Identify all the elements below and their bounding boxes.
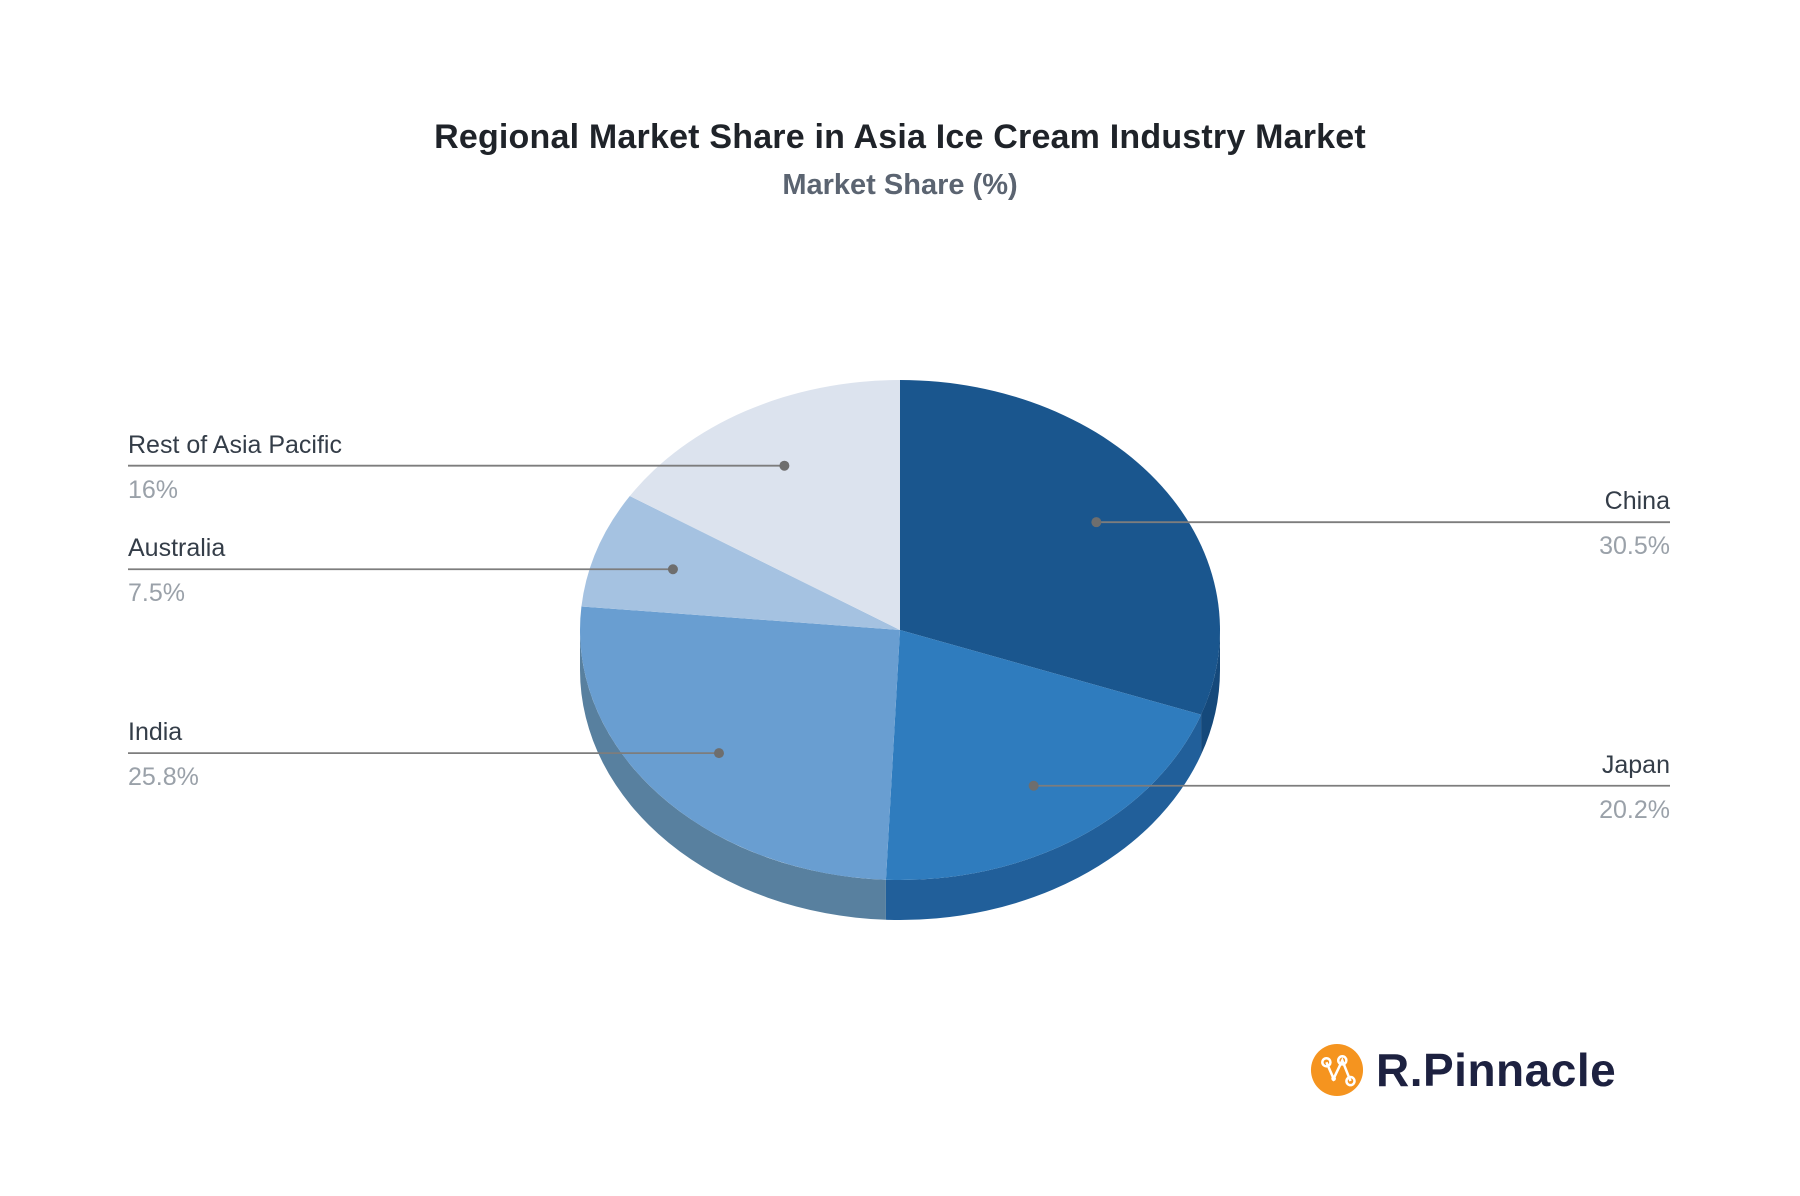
pie-slice-side-china [1201, 630, 1220, 755]
chart-title: Regional Market Share in Asia Ice Cream … [434, 118, 1366, 156]
brand-logo: R.Pinnacle [1310, 1041, 1616, 1099]
slice-value-rest-of-asia-pacific: 16% [128, 475, 179, 504]
slice-value-india: 25.8% [128, 763, 199, 792]
pie-slice-australia[interactable] [581, 496, 900, 630]
brand-logo-text: R.Pinnacle [1376, 1044, 1617, 1096]
pie-slice-side-india [580, 630, 886, 920]
slice-value-australia: 7.5% [128, 579, 185, 608]
leader-dot-australia [667, 564, 678, 575]
slice-value-japan: 20.2% [1599, 795, 1670, 824]
leader-dot-china [1091, 517, 1102, 528]
leader-dot-rest-of-asia-pacific [779, 460, 790, 471]
network-nodes-icon [1310, 1043, 1364, 1097]
pie-slice-rest-of-asia-pacific[interactable] [629, 380, 900, 630]
slice-value-china: 30.5% [1599, 532, 1670, 561]
chart-subtitle: Market Share (%) [782, 169, 1018, 201]
leader-dot-japan [1028, 780, 1039, 791]
slice-label-australia: Australia [128, 534, 226, 563]
pie-slice-china[interactable] [900, 380, 1220, 715]
slice-label-india: India [128, 718, 183, 747]
slice-label-japan: Japan [1601, 750, 1670, 779]
slice-label-china: China [1604, 487, 1670, 516]
pie-slice-india[interactable] [579, 606, 900, 880]
slice-label-rest-of-asia-pacific: Rest of Asia Pacific [128, 430, 342, 459]
pie-slice-side-japan [885, 714, 1202, 921]
leader-dot-india [713, 748, 724, 759]
pie-slice-japan[interactable] [885, 630, 1202, 881]
